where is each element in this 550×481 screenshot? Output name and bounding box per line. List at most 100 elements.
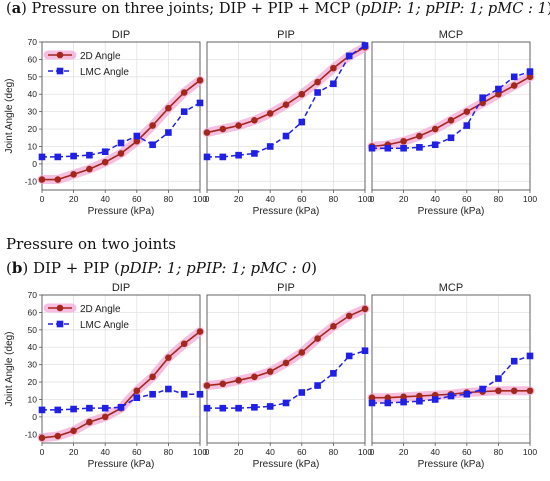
series-lmc-point: [101, 148, 109, 155]
series-2d-point: [101, 158, 109, 166]
x-tick-label: 60: [297, 194, 307, 204]
panel-b-mcp: MCP 0 20 40 60 80 100 Pressure (kPa): [367, 282, 537, 470]
series-lmc-point: [298, 389, 306, 396]
series-lmc-point: [495, 375, 502, 382]
series-2d-point: [86, 418, 93, 426]
series-lmc-point: [400, 398, 407, 406]
legend-lmc-marker: [56, 320, 64, 328]
x-tick-label: 60: [132, 447, 142, 457]
legend-2d-marker: [56, 51, 64, 59]
x-tick-label: 20: [399, 194, 409, 204]
series-lmc-point: [219, 404, 227, 412]
series-lmc-point: [54, 406, 62, 414]
plot-frame: [206, 41, 366, 191]
series-2d-point: [298, 349, 306, 356]
series-lmc-point: [416, 397, 423, 405]
legend-lmc-label: LMC Angle: [80, 67, 129, 78]
panel-b-weights: pDIP: 1; pPIP: 1; pMC : 0: [119, 259, 312, 277]
series-2d-point: [117, 150, 125, 157]
series-lmc-point: [70, 152, 77, 160]
legend: 2D Angle LMC Angle: [43, 303, 129, 331]
legend-lmc-label: LMC Angle: [80, 320, 129, 331]
series-2d-point: [330, 323, 337, 330]
x-tick-label: 0: [40, 194, 45, 204]
x-tick-label: 60: [462, 194, 472, 204]
series-lmc-point: [384, 144, 392, 152]
x-tick-label: 100: [358, 194, 372, 204]
plot-frame: [41, 294, 201, 444]
series-lmc-point: [86, 404, 93, 412]
series-2d-point: [196, 328, 204, 335]
series-2d-point: [400, 393, 407, 401]
x-axis-label: Pressure (kPa): [88, 459, 155, 470]
y-tick-label: 0: [32, 412, 37, 422]
series-lmc-point: [361, 347, 369, 355]
series-lmc-point: [368, 399, 376, 407]
series-2d-point: [266, 110, 274, 117]
series-lmc-point: [298, 118, 306, 126]
x-tick-label: 20: [69, 194, 79, 204]
series-2d-point: [54, 432, 62, 440]
y-tick-label: 50: [28, 72, 38, 82]
series-lmc-point: [196, 99, 204, 107]
series-lmc-point: [463, 122, 471, 129]
x-tick-label: 100: [193, 194, 207, 204]
x-tick-label: 0: [370, 194, 375, 204]
x-tick-label: 20: [69, 447, 79, 457]
plot-frame: [371, 294, 531, 444]
series-lmc-point: [219, 153, 227, 161]
x-tick-label: 100: [358, 447, 372, 457]
panel-title: DIP: [112, 29, 130, 41]
series-lmc-point: [180, 390, 188, 398]
series-lmc-point: [330, 80, 337, 88]
x-tick-label: 100: [193, 447, 207, 457]
series-2d-point: [149, 373, 156, 381]
series-lmc-point: [70, 405, 77, 413]
series-lmc-point: [203, 153, 211, 161]
series-lmc-point: [235, 151, 242, 159]
series-2d-point: [54, 176, 62, 183]
legend-2d-marker: [56, 304, 64, 312]
x-tick-label: 40: [430, 447, 440, 457]
x-tick-label: 80: [329, 194, 339, 204]
series-2d-point: [203, 129, 211, 136]
legend-lmc-marker: [56, 67, 64, 75]
y-tick-label: -10: [25, 429, 38, 439]
panel-title: PIP: [277, 29, 295, 41]
series-lmc-point: [203, 404, 211, 412]
series-lmc-point: [400, 144, 407, 152]
series-lmc-point: [149, 390, 156, 398]
series-lmc-line: [207, 350, 366, 409]
series-2d-point: [495, 387, 502, 395]
series-2d-point: [368, 394, 376, 402]
y-tick-label: 40: [28, 342, 38, 352]
y-tick-label: 70: [28, 37, 38, 47]
series-lmc-point: [447, 134, 455, 142]
series-lmc-point: [416, 144, 423, 151]
series-lmc-point: [282, 132, 290, 140]
series-lmc-point: [38, 153, 46, 161]
series-lmc-point: [495, 85, 502, 93]
series-2d-point: [38, 434, 46, 442]
series-2d-point: [219, 125, 227, 133]
series-2d-point: [282, 359, 290, 367]
series-lmc-point: [314, 382, 321, 389]
x-tick-label: 0: [205, 194, 210, 204]
x-tick-label: 100: [523, 447, 537, 457]
series-2d-point: [266, 368, 274, 375]
series-2d-point: [345, 312, 353, 320]
series-lmc-point: [526, 352, 534, 360]
series-2d-point: [463, 108, 471, 115]
plot-frame: [371, 41, 531, 191]
series-lmc-point: [479, 385, 486, 393]
series-2d-point: [526, 73, 534, 81]
legend: 2D Angle LMC Angle: [43, 50, 129, 78]
y-tick-label: 0: [32, 159, 37, 169]
y-tick-label: 60: [28, 54, 38, 64]
x-tick-label: 0: [370, 447, 375, 457]
panel-title: DIP: [112, 282, 130, 294]
panel-b-close: ): [311, 259, 317, 277]
x-axis-label: Pressure (kPa): [418, 459, 485, 470]
